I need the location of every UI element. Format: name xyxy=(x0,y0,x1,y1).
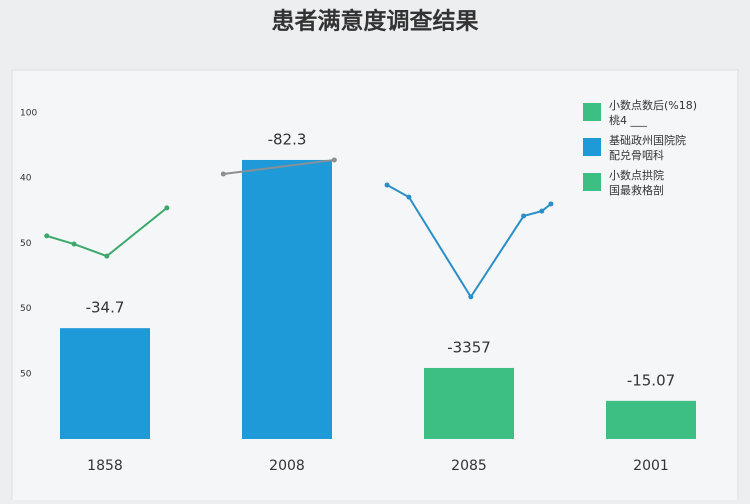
y-tick-label: 40 xyxy=(20,174,32,184)
line-point xyxy=(71,241,77,247)
line-point xyxy=(104,253,110,259)
line-point xyxy=(548,201,554,207)
bar xyxy=(60,328,150,439)
line-point xyxy=(384,182,390,188)
line-point xyxy=(468,294,474,300)
x-tick-label: 2008 xyxy=(269,458,305,474)
bar xyxy=(424,367,514,439)
value-label: -15.07 xyxy=(627,371,675,389)
y-tick-label: 100 xyxy=(20,109,37,119)
y-tick-label: 50 xyxy=(20,239,32,249)
chart-title: 患者满意度调查结果 xyxy=(272,8,479,35)
line-point xyxy=(521,213,527,219)
line-point xyxy=(44,233,50,239)
legend-label: 国最救格剖 xyxy=(609,183,664,197)
x-tick-label: 1858 xyxy=(87,458,123,474)
value-label: -82.3 xyxy=(268,130,307,148)
y-tick-label: 50 xyxy=(20,304,32,314)
line-point xyxy=(331,157,337,163)
line-point xyxy=(164,205,170,211)
y-tick-label: 50 xyxy=(20,369,32,379)
line xyxy=(223,158,335,175)
x-tick-label: 2001 xyxy=(633,458,669,474)
value-label: -34.7 xyxy=(86,299,125,317)
legend-swatch xyxy=(583,138,601,156)
value-label: -3357 xyxy=(447,338,491,356)
legend-label: 桃4 ___ xyxy=(609,113,647,127)
line xyxy=(46,207,168,258)
legend-swatch xyxy=(583,173,601,191)
line-point xyxy=(220,171,226,177)
x-tick-label: 2085 xyxy=(451,458,487,474)
bar xyxy=(606,400,696,439)
line-point xyxy=(539,208,545,214)
legend-swatch xyxy=(583,103,601,121)
legend-label: 小数点数后(%18) xyxy=(609,99,697,112)
legend-label: 基础政州国院院 xyxy=(609,133,686,147)
legend-label: 配兑骨咽科 xyxy=(609,148,664,162)
legend-label: 小数点拱院 xyxy=(609,168,664,182)
line-point xyxy=(406,194,412,200)
bar xyxy=(242,159,332,439)
